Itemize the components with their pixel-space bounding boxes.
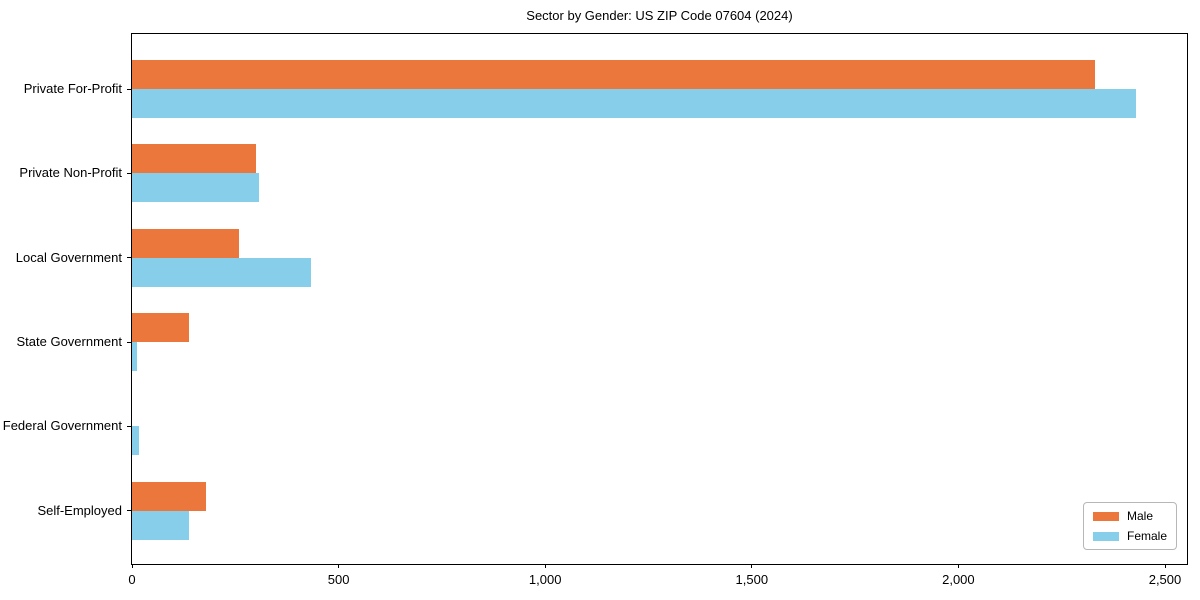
legend-swatch-male-icon	[1092, 511, 1119, 521]
bar-male-private-non-profit	[132, 144, 256, 174]
legend-label-male: Male	[1126, 509, 1153, 523]
ytick-mark-state-government	[127, 341, 131, 343]
xtick-mark-0	[131, 564, 133, 568]
bar-female-local-government	[132, 257, 311, 287]
bar-male-local-government	[132, 228, 239, 258]
legend: Male Female	[1082, 502, 1177, 550]
ytick-mark-private-non-profit	[127, 172, 131, 174]
bar-male-state-government	[132, 313, 189, 343]
legend-label-female: Female	[1126, 529, 1167, 543]
ytick-mark-private-for-profit	[127, 88, 131, 90]
xtick-mark-1000	[544, 564, 546, 568]
xtick-label-2000: 2,000	[942, 572, 975, 587]
plot-area: Male Female Private For-Profit Private No…	[3, 33, 1188, 587]
chart-title: Sector by Gender: US ZIP Code 07604 (202…	[526, 8, 793, 23]
xtick-label-2500: 2,500	[1148, 572, 1182, 587]
bar-male-private-for-profit	[132, 60, 1095, 89]
xtick-mark-500	[338, 564, 340, 568]
legend-entry-male: Male	[1092, 509, 1167, 523]
ytick-label-federal-government: Federal Government	[2, 418, 122, 434]
bar-female-private-non-profit	[132, 173, 260, 203]
ytick-mark-self-employed	[127, 510, 131, 512]
xtick-label-1500: 1,500	[735, 572, 769, 587]
xtick-mark-1500	[751, 564, 753, 568]
legend-swatch-female-icon	[1092, 531, 1119, 541]
bar-female-federal-government	[132, 426, 139, 456]
ytick-label-private-non-profit: Private Non-Profit	[19, 165, 122, 181]
xtick-label-500: 500	[327, 572, 350, 587]
ytick-label-local-government: Local Government	[15, 249, 122, 265]
ytick-label-private-for-profit: Private For-Profit	[23, 81, 122, 96]
ytick-label-state-government: State Government	[16, 334, 123, 350]
legend-entry-female: Female	[1092, 529, 1167, 543]
xtick-label-1000: 1,000	[528, 572, 562, 587]
bar-male-self-employed	[132, 481, 206, 511]
bar-female-state-government	[132, 342, 137, 372]
xtick-mark-2000	[957, 564, 959, 568]
xtick-label-0: 0	[128, 572, 136, 587]
ytick-label-self-employed: Self-Employed	[37, 502, 122, 518]
bar-female-self-employed	[132, 510, 190, 540]
ytick-mark-federal-government	[127, 425, 131, 427]
xtick-mark-2500	[1164, 564, 1166, 568]
bar-female-private-for-profit	[132, 89, 1137, 118]
ytick-mark-local-government	[127, 257, 131, 259]
